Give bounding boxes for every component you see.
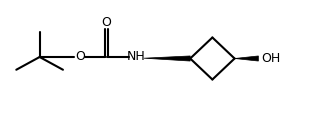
- Text: OH: OH: [261, 52, 280, 65]
- Polygon shape: [235, 56, 258, 61]
- Polygon shape: [144, 56, 190, 61]
- Text: O: O: [75, 51, 85, 63]
- Text: O: O: [101, 16, 111, 29]
- Text: NH: NH: [127, 51, 146, 63]
